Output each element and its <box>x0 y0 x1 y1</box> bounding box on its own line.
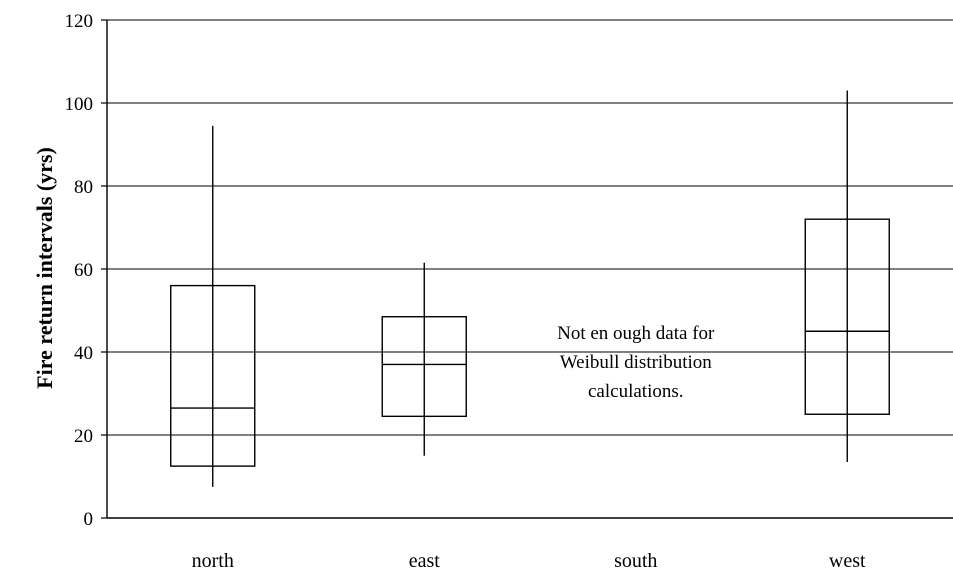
y-axis-title: Fire return intervals (yrs) <box>32 147 57 389</box>
annotation-group: Not en ough data for Weibull distribution… <box>557 323 715 402</box>
iqr-box-west <box>804 218 890 415</box>
x-tick-label-east: east <box>409 550 441 571</box>
y-tick-label: 20 <box>74 426 93 447</box>
x-tick-label-west: west <box>829 550 866 571</box>
box-west <box>804 90 890 462</box>
iqr-box-east <box>381 316 467 418</box>
box-series <box>170 90 890 487</box>
y-axis: 0 20 40 60 80 100 120 <box>65 11 108 530</box>
annotation-line: Weibull distribution <box>560 352 713 373</box>
y-tick-label: 0 <box>84 509 94 530</box>
y-tick-label: 100 <box>65 94 94 115</box>
x-axis: north east south west <box>107 517 953 571</box>
annotation-line: calculations. <box>588 381 684 402</box>
y-tick-label: 40 <box>74 343 93 364</box>
box-east <box>381 262 467 456</box>
annotation-line: Not en ough data for <box>557 323 715 344</box>
iqr-box-north <box>170 284 256 467</box>
y-tick-label: 120 <box>65 11 94 32</box>
y-tick-label: 60 <box>74 260 93 281</box>
x-tick-label-south: south <box>614 550 657 571</box>
box-north <box>170 125 256 487</box>
x-tick-label-north: north <box>192 550 234 571</box>
y-tick-label: 80 <box>74 177 93 198</box>
gridlines <box>107 19 953 436</box>
